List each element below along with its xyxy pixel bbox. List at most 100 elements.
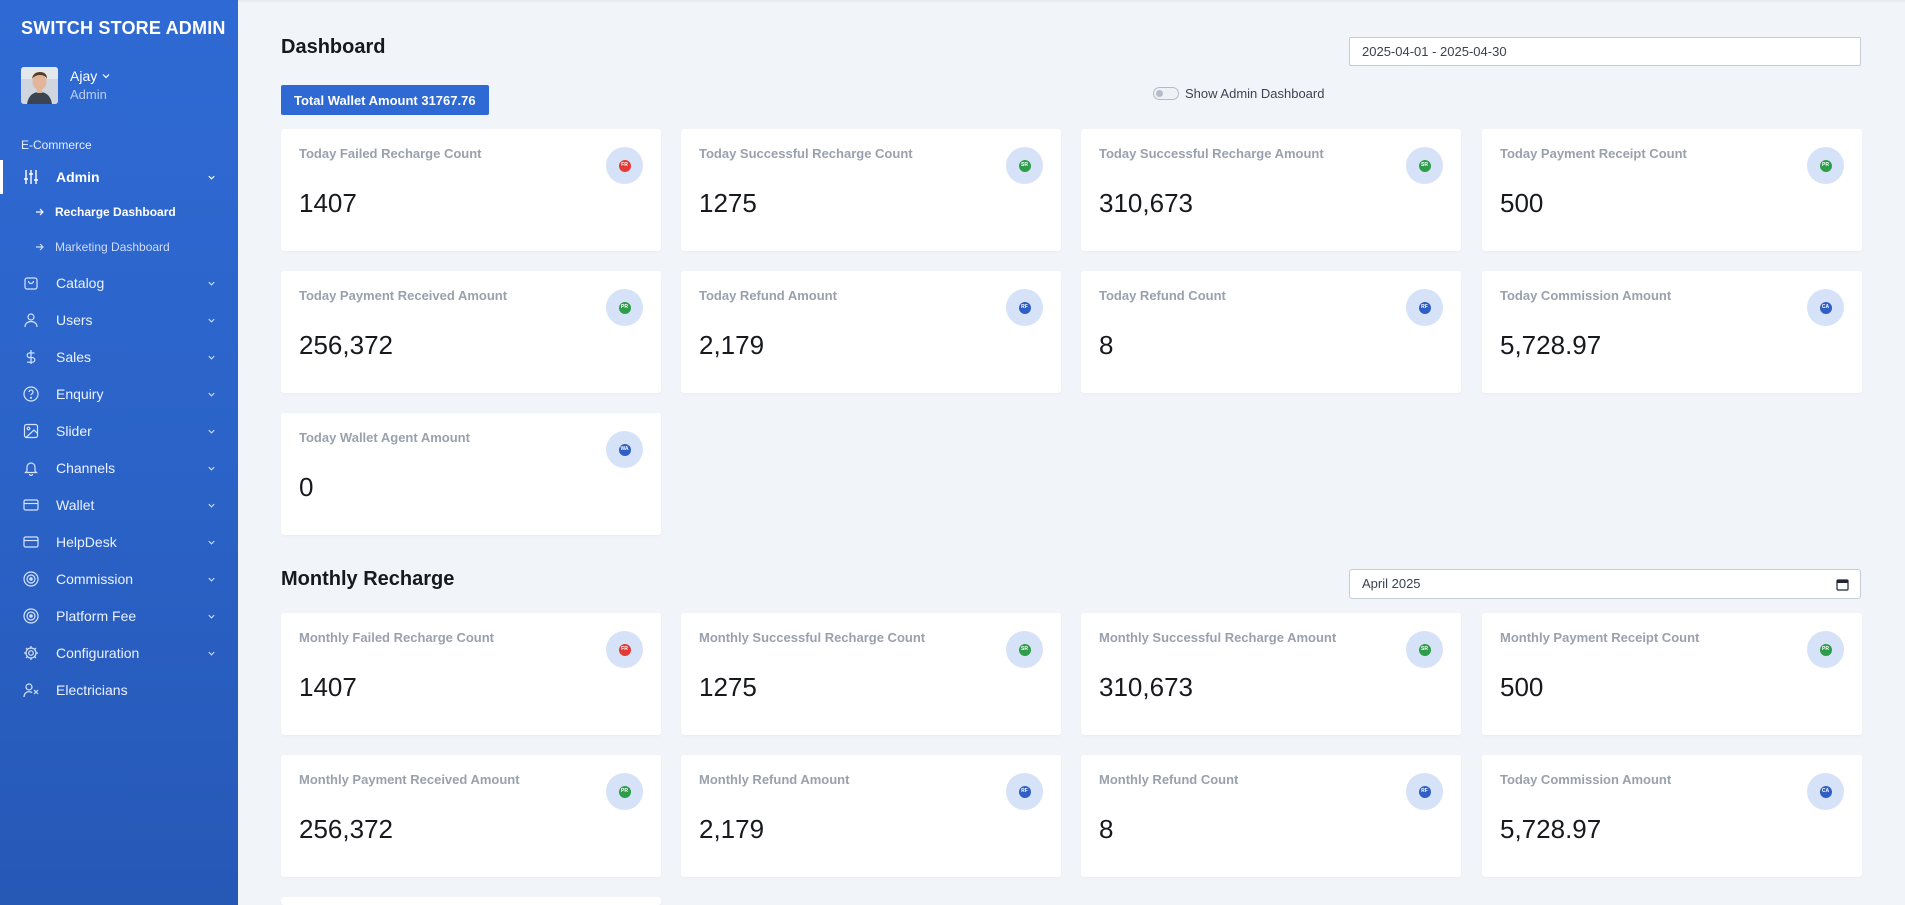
image-icon: [23, 423, 39, 439]
stat-icon: RF: [1406, 773, 1443, 810]
stat-value: 310,673: [1099, 672, 1193, 702]
stat-label: Today Successful Recharge Count: [699, 146, 913, 161]
stat-value: 8: [1099, 814, 1114, 844]
bell-icon: [23, 460, 39, 476]
date-range-picker[interactable]: 2025-04-01 - 2025-04-30: [1349, 37, 1861, 66]
stat-icon: SR: [1406, 631, 1443, 668]
stat-value: 256,372: [299, 330, 393, 360]
gear-icon: [23, 645, 39, 661]
stat-card: Monthly Refund Amount 2,179 RF: [681, 755, 1061, 877]
stat-label: Today Refund Amount: [699, 288, 837, 303]
stat-icon-dot: SR: [1418, 643, 1431, 656]
chevron-down-icon: [208, 614, 215, 619]
stat-card: Today Wallet Agent Amount 0 WA: [281, 413, 661, 535]
stat-icon-dot: RF: [1018, 785, 1031, 798]
stat-icon: RF: [1406, 289, 1443, 326]
sidebar-subitem-label: Recharge Dashboard: [55, 204, 176, 219]
sidebar-item-helpdesk[interactable]: HelpDesk: [0, 523, 238, 560]
sidebar-item-label: Admin: [56, 169, 100, 185]
stat-value: 5,728.97: [1500, 814, 1602, 844]
sidebar-item-users[interactable]: Users: [0, 301, 238, 338]
stat-icon-dot: CA: [1819, 301, 1832, 314]
stat-card: Monthly Failed Recharge Count 1407 FR: [281, 613, 661, 735]
sidebar-item-label: Slider: [56, 422, 92, 439]
sidebar-item-platform-fee[interactable]: Platform Fee: [0, 597, 238, 634]
stat-icon: PR: [606, 289, 643, 326]
stat-card: Monthly Payment Receipt Count 500 PR: [1482, 613, 1862, 735]
stat-label: Today Payment Receipt Count: [1500, 146, 1687, 161]
stat-label: Today Wallet Agent Amount: [299, 430, 470, 445]
sidebar-subitem-marketing-dashboard[interactable]: Marketing Dashboard: [0, 229, 238, 264]
stat-icon-dot: PR: [618, 785, 631, 798]
stat-card: [281, 897, 661, 905]
sidebar-item-sales[interactable]: Sales: [0, 338, 238, 375]
bag-icon: [23, 275, 39, 291]
dollar-icon: [23, 349, 39, 365]
user-role: Admin: [70, 86, 107, 102]
chevron-down-icon: [102, 74, 110, 79]
stat-value: 256,372: [299, 814, 393, 844]
sidebar-nav: Admin Recharge Dashboard Marketing Dashb…: [0, 160, 238, 708]
stat-icon-dot: SR: [1018, 159, 1031, 172]
stat-value: 8: [1099, 330, 1114, 360]
section-title: Monthly Recharge: [281, 568, 455, 590]
stat-label: Today Refund Count: [1099, 288, 1226, 303]
sidebar: SWITCH STORE ADMIN Ajay Admin E-Commerce: [0, 0, 238, 905]
sidebar-item-catalog[interactable]: Catalog: [0, 264, 238, 301]
sidebar-item-channels[interactable]: Channels: [0, 449, 238, 486]
sidebar-item-label: Platform Fee: [56, 607, 137, 624]
stat-label: Monthly Payment Receipt Count: [1500, 630, 1700, 645]
stat-card: Today Commission Amount 5,728.97 CA: [1482, 271, 1862, 393]
chevron-down-icon: [208, 651, 215, 656]
stat-value: 500: [1500, 188, 1544, 218]
sidebar-item-electricians[interactable]: Electricians: [0, 671, 238, 708]
stat-icon: PR: [606, 773, 643, 810]
card-icon: [23, 497, 39, 513]
sidebar-item-slider[interactable]: Slider: [0, 412, 238, 449]
main-content: Dashboard 2025-04-01 - 2025-04-30 Total …: [238, 0, 1905, 905]
stat-label: Monthly Refund Count: [1099, 772, 1239, 787]
target-icon: [23, 607, 39, 624]
sidebar-item-label: Electricians: [56, 681, 128, 698]
stat-value: 5,728.97: [1500, 330, 1602, 360]
chevron-down-icon: [208, 175, 215, 180]
toggle-switch[interactable]: [1153, 87, 1179, 100]
user-profile[interactable]: Ajay Admin: [21, 67, 111, 104]
stat-value: 500: [1500, 672, 1544, 702]
stat-icon-dot: RF: [1018, 301, 1031, 314]
stat-icon-dot: PR: [1819, 159, 1832, 172]
month-picker[interactable]: April 2025: [1349, 569, 1861, 599]
sliders-icon: [23, 169, 39, 185]
user-name[interactable]: Ajay: [70, 68, 111, 85]
stat-label: Monthly Successful Recharge Count: [699, 630, 926, 645]
stat-icon-dot: FR: [618, 643, 631, 656]
sidebar-item-wallet[interactable]: Wallet: [0, 486, 238, 523]
admin-dashboard-toggle[interactable]: Show Admin Dashboard: [1153, 86, 1324, 101]
sidebar-item-admin[interactable]: Admin: [0, 160, 238, 194]
stat-card: Monthly Refund Count 8 RF: [1081, 755, 1461, 877]
sidebar-subitem-recharge-dashboard[interactable]: Recharge Dashboard: [0, 194, 238, 229]
stat-icon: CA: [1807, 289, 1844, 326]
calendar-icon[interactable]: [1836, 578, 1849, 591]
stat-label: Today Payment Received Amount: [299, 288, 508, 303]
stat-value: 2,179: [699, 814, 765, 844]
sidebar-item-enquiry[interactable]: Enquiry: [0, 375, 238, 412]
stat-icon: RF: [1006, 289, 1043, 326]
chevron-down-icon: [208, 577, 215, 582]
stat-label: Monthly Refund Amount: [699, 772, 850, 787]
stat-label: Monthly Successful Recharge Amount: [1099, 630, 1337, 645]
sidebar-item-label: Catalog: [56, 274, 105, 291]
stat-label: Monthly Failed Recharge Count: [299, 630, 495, 645]
stat-card: Monthly Successful Recharge Count 1275 S…: [681, 613, 1061, 735]
stat-icon-dot: RF: [1418, 785, 1431, 798]
toggle-label: Show Admin Dashboard: [1185, 86, 1325, 101]
stat-icon-dot: SR: [1018, 643, 1031, 656]
chevron-down-icon: [208, 281, 215, 286]
stat-icon: PR: [1807, 631, 1844, 668]
sidebar-item-label: Users: [56, 311, 93, 328]
sidebar-item-commission[interactable]: Commission: [0, 560, 238, 597]
sidebar-item-configuration[interactable]: Configuration: [0, 634, 238, 671]
user-icon: [23, 312, 39, 328]
sidebar-item-label: Sales: [56, 348, 92, 365]
stat-value: 0: [299, 472, 314, 502]
